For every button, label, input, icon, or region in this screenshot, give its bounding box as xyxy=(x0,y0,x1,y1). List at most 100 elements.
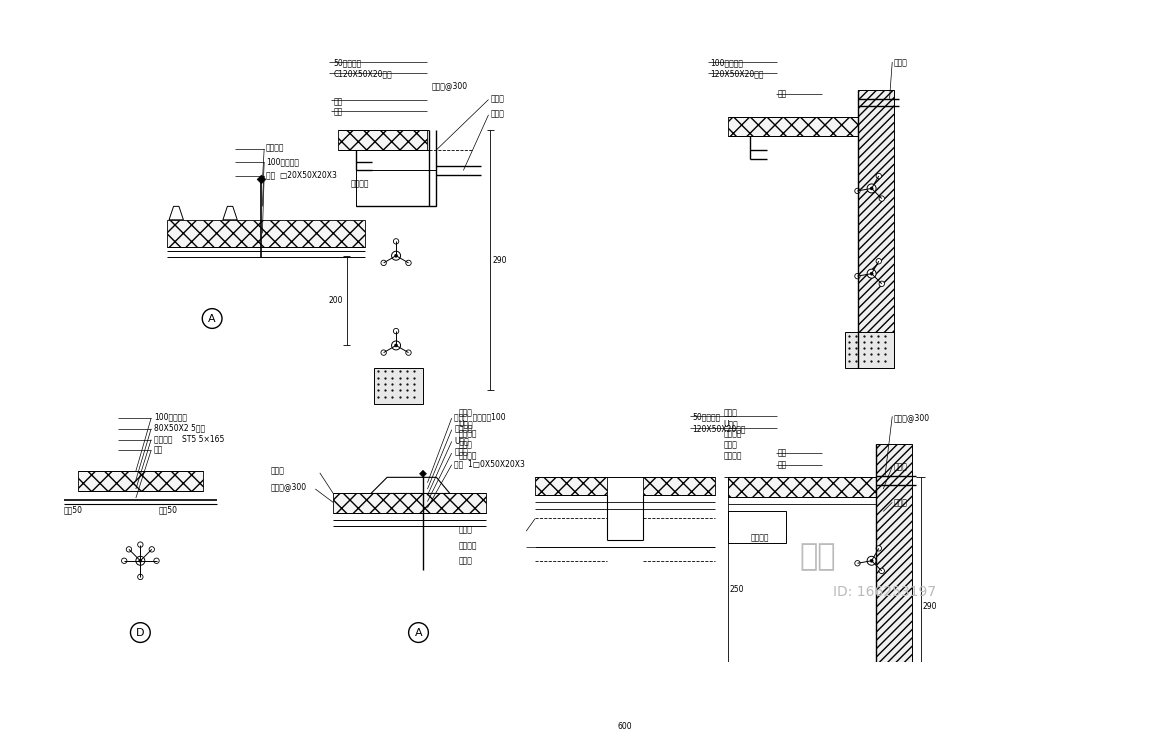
Text: 600: 600 xyxy=(617,723,632,731)
Circle shape xyxy=(868,269,876,278)
Text: ID: 166253197: ID: 166253197 xyxy=(834,585,936,599)
Circle shape xyxy=(139,559,142,562)
Circle shape xyxy=(855,188,861,193)
Text: 钢板天沟: 钢板天沟 xyxy=(351,179,369,188)
Text: 290: 290 xyxy=(493,255,507,265)
Text: 檩条  1□0X50X20X3: 檩条 1□0X50X20X3 xyxy=(455,459,525,469)
Text: 工字铝: 工字铝 xyxy=(455,448,469,457)
Text: 夹芯板: 夹芯板 xyxy=(724,441,738,449)
Circle shape xyxy=(870,187,873,190)
Circle shape xyxy=(406,261,411,266)
Circle shape xyxy=(154,558,159,564)
Text: 80X50X2 5型材: 80X50X2 5型材 xyxy=(154,424,205,432)
Circle shape xyxy=(150,547,154,552)
Text: 垫铁: 垫铁 xyxy=(333,97,342,106)
Circle shape xyxy=(380,261,386,266)
Circle shape xyxy=(876,173,882,179)
Text: 知乎: 知乎 xyxy=(799,542,836,570)
Text: 250: 250 xyxy=(730,585,745,594)
Text: 120X50X20型材: 120X50X20型材 xyxy=(710,69,763,78)
Text: 100厚夹芯板: 100厚夹芯板 xyxy=(710,58,744,67)
Circle shape xyxy=(136,556,145,565)
Circle shape xyxy=(870,559,873,562)
Circle shape xyxy=(868,184,876,193)
Text: 50厚夹芯板: 50厚夹芯板 xyxy=(693,413,720,421)
Text: A: A xyxy=(209,314,216,323)
Text: 滴水线: 滴水线 xyxy=(459,525,473,534)
Text: 垫铁: 垫铁 xyxy=(777,449,786,458)
Circle shape xyxy=(879,568,884,573)
Text: 挂钩螺栓: 挂钩螺栓 xyxy=(724,430,742,439)
Bar xyxy=(374,368,423,404)
Circle shape xyxy=(394,254,398,258)
Circle shape xyxy=(870,272,873,275)
Text: 盖缝槽  顺坡搭接100: 盖缝槽 顺坡搭接100 xyxy=(455,413,506,421)
Text: 檩条  □20X50X20X3: 檩条 □20X50X20X3 xyxy=(266,170,336,179)
Text: 支托: 支托 xyxy=(154,445,164,454)
Bar xyxy=(849,682,899,720)
Circle shape xyxy=(406,350,411,355)
Text: 支托: 支托 xyxy=(777,461,786,469)
Polygon shape xyxy=(420,470,427,477)
Text: 自攻螺钉: 自攻螺钉 xyxy=(455,424,473,433)
Circle shape xyxy=(380,350,386,355)
Text: 焊接50: 焊接50 xyxy=(158,505,177,514)
Circle shape xyxy=(855,274,861,279)
Bar xyxy=(333,494,486,513)
Text: U形件: U形件 xyxy=(724,419,738,428)
Text: 钢板天沟: 钢板天沟 xyxy=(751,534,769,543)
Circle shape xyxy=(138,542,143,548)
Circle shape xyxy=(879,196,884,201)
Polygon shape xyxy=(223,207,238,220)
Text: 120X50X20型材: 120X50X20型材 xyxy=(693,424,746,433)
Text: 自攻螺钉: 自攻螺钉 xyxy=(266,144,284,153)
Circle shape xyxy=(392,251,400,261)
Circle shape xyxy=(393,238,399,244)
Text: 焊接50: 焊接50 xyxy=(64,505,84,514)
Circle shape xyxy=(876,545,882,551)
Circle shape xyxy=(392,341,400,350)
Text: 290: 290 xyxy=(922,602,937,611)
Circle shape xyxy=(202,308,222,328)
Text: 100厚夹芯板: 100厚夹芯板 xyxy=(154,413,187,421)
Text: U形件: U形件 xyxy=(455,436,469,445)
Circle shape xyxy=(868,556,876,565)
Circle shape xyxy=(855,561,861,566)
Bar xyxy=(728,511,786,543)
Bar xyxy=(78,471,203,491)
Text: C120X50X20型材: C120X50X20型材 xyxy=(333,69,392,78)
Circle shape xyxy=(138,574,143,579)
Circle shape xyxy=(393,328,399,334)
Text: 夹芯板: 夹芯板 xyxy=(459,441,473,449)
Text: 滴水线: 滴水线 xyxy=(459,556,473,565)
Bar xyxy=(338,130,428,150)
Bar xyxy=(643,477,715,495)
Text: 50厚夹芯板: 50厚夹芯板 xyxy=(333,58,362,67)
Text: A: A xyxy=(414,627,422,638)
Text: 盖缝槽: 盖缝槽 xyxy=(459,408,473,417)
Text: U形件: U形件 xyxy=(459,419,473,428)
Polygon shape xyxy=(258,175,266,184)
Bar xyxy=(728,477,876,497)
Text: 拉铆钉@300: 拉铆钉@300 xyxy=(432,80,469,90)
Circle shape xyxy=(122,558,126,564)
Bar xyxy=(356,170,436,207)
Text: 拉铆钉@300: 拉铆钉@300 xyxy=(270,482,306,491)
Circle shape xyxy=(394,344,398,347)
Text: 自攻螺钉    ST5 5×165: 自攻螺钉 ST5 5×165 xyxy=(154,434,224,444)
Circle shape xyxy=(408,623,428,642)
Text: 钢板天沟: 钢板天沟 xyxy=(724,452,742,461)
Text: 200: 200 xyxy=(328,296,343,305)
Text: 夹芯板: 夹芯板 xyxy=(270,466,284,475)
Text: 拉铆钉@300: 拉铆钉@300 xyxy=(894,413,930,421)
Circle shape xyxy=(130,623,151,642)
Circle shape xyxy=(876,258,882,264)
Circle shape xyxy=(879,281,884,286)
Text: 支托: 支托 xyxy=(333,108,342,117)
Text: 挂钩螺栓: 挂钩螺栓 xyxy=(459,430,478,439)
Bar xyxy=(844,332,894,368)
Text: 钢板天沟: 钢板天沟 xyxy=(459,452,478,461)
Bar xyxy=(728,117,858,137)
Text: 滴水线: 滴水线 xyxy=(894,462,908,471)
Circle shape xyxy=(615,735,635,738)
